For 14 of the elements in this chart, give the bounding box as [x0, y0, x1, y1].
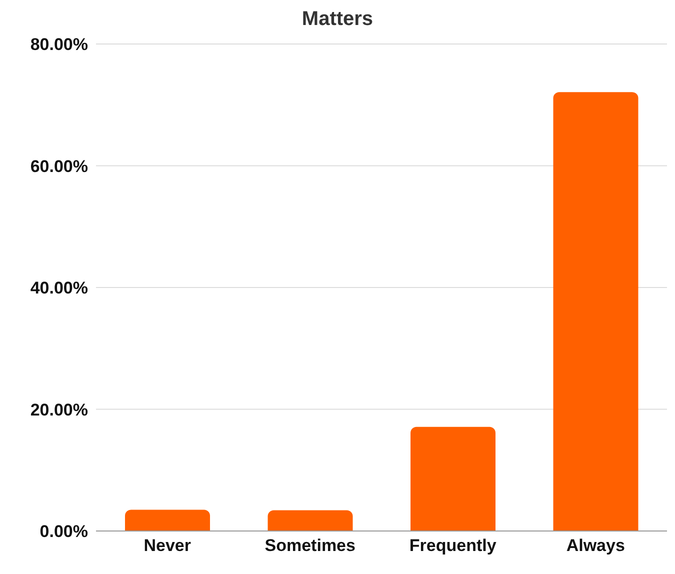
y-tick-label: 40.00%: [30, 278, 88, 298]
y-tick-label: 20.00%: [30, 400, 88, 420]
bar: [553, 92, 638, 531]
x-tick-label: Always: [566, 536, 625, 556]
bar: [410, 426, 496, 531]
x-tick-label: Frequently: [409, 536, 497, 556]
y-tick-label: 0.00%: [40, 522, 88, 542]
x-tick-label: Never: [144, 536, 192, 556]
bar: [125, 510, 210, 531]
bar: [268, 510, 353, 531]
y-tick-label: 60.00%: [30, 156, 88, 176]
x-tick-label: Sometimes: [264, 536, 356, 556]
y-tick-label: 80.00%: [30, 35, 88, 54]
chart-title: Matters: [300, 8, 374, 32]
